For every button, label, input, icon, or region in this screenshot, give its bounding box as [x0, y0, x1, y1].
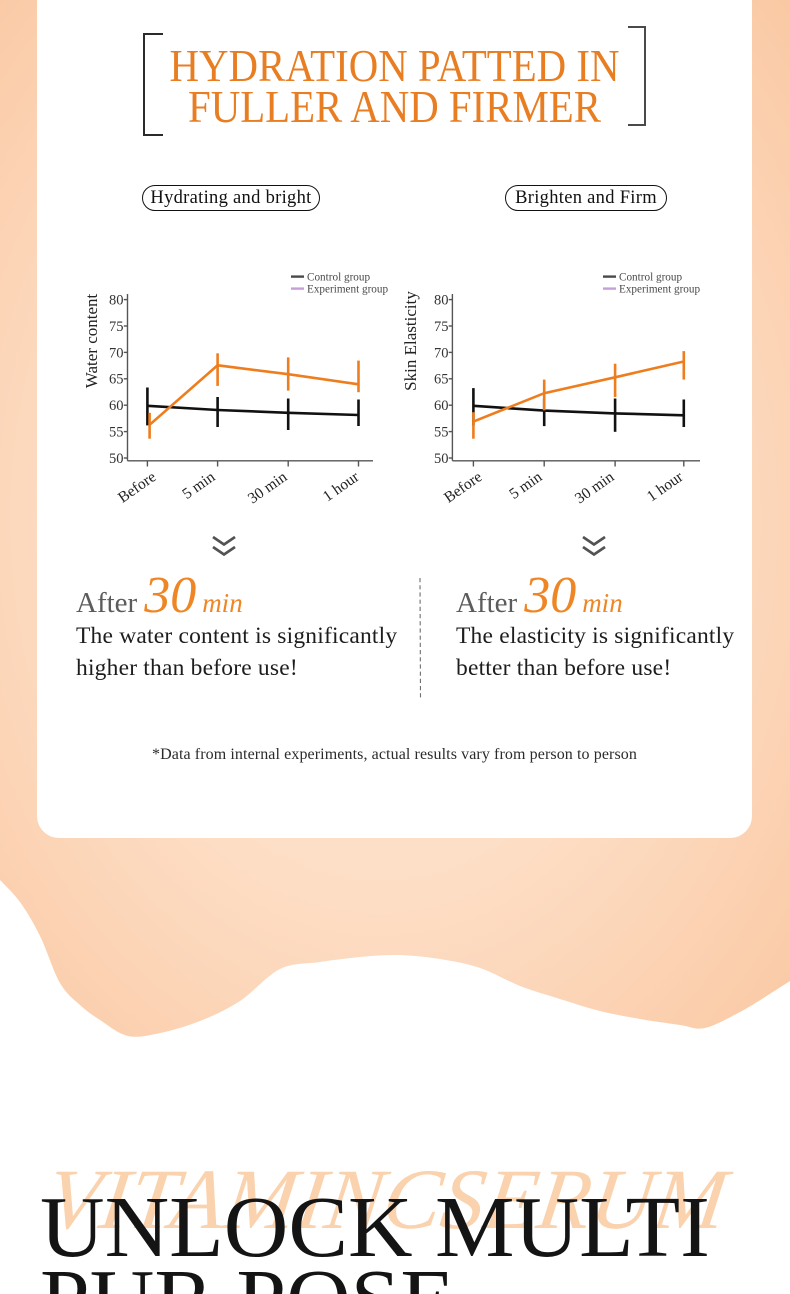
svg-text:5 min: 5 min	[179, 468, 218, 503]
svg-text:1 hour: 1 hour	[644, 468, 687, 505]
svg-text:75: 75	[109, 319, 124, 335]
svg-text:55: 55	[109, 425, 124, 441]
svg-text:55: 55	[434, 425, 449, 441]
svg-text:30 min: 30 min	[245, 468, 291, 507]
svg-text:5 min: 5 min	[506, 468, 545, 503]
svg-text:50: 50	[434, 451, 449, 467]
svg-text:Water content: Water content	[82, 294, 101, 389]
svg-text:50: 50	[109, 451, 124, 467]
svg-text:1 hour: 1 hour	[320, 468, 363, 505]
svg-text:65: 65	[434, 372, 449, 388]
svg-text:Experiment group: Experiment group	[307, 283, 388, 295]
svg-text:80: 80	[109, 293, 124, 309]
svg-text:75: 75	[434, 319, 449, 335]
svg-text:30 min: 30 min	[572, 468, 618, 507]
svg-text:70: 70	[109, 345, 124, 361]
svg-text:Skin Elasticity: Skin Elasticity	[401, 291, 420, 391]
svg-text:60: 60	[434, 398, 449, 414]
svg-text:70: 70	[434, 345, 449, 361]
svg-text:80: 80	[434, 293, 449, 309]
svg-text:Before: Before	[441, 468, 485, 506]
svg-text:Control group: Control group	[307, 271, 370, 283]
svg-text:Before: Before	[115, 468, 159, 506]
svg-text:65: 65	[109, 372, 124, 388]
svg-text:60: 60	[109, 398, 124, 414]
svg-text:Control group: Control group	[619, 271, 682, 283]
svg-text:Experiment group: Experiment group	[619, 283, 700, 295]
